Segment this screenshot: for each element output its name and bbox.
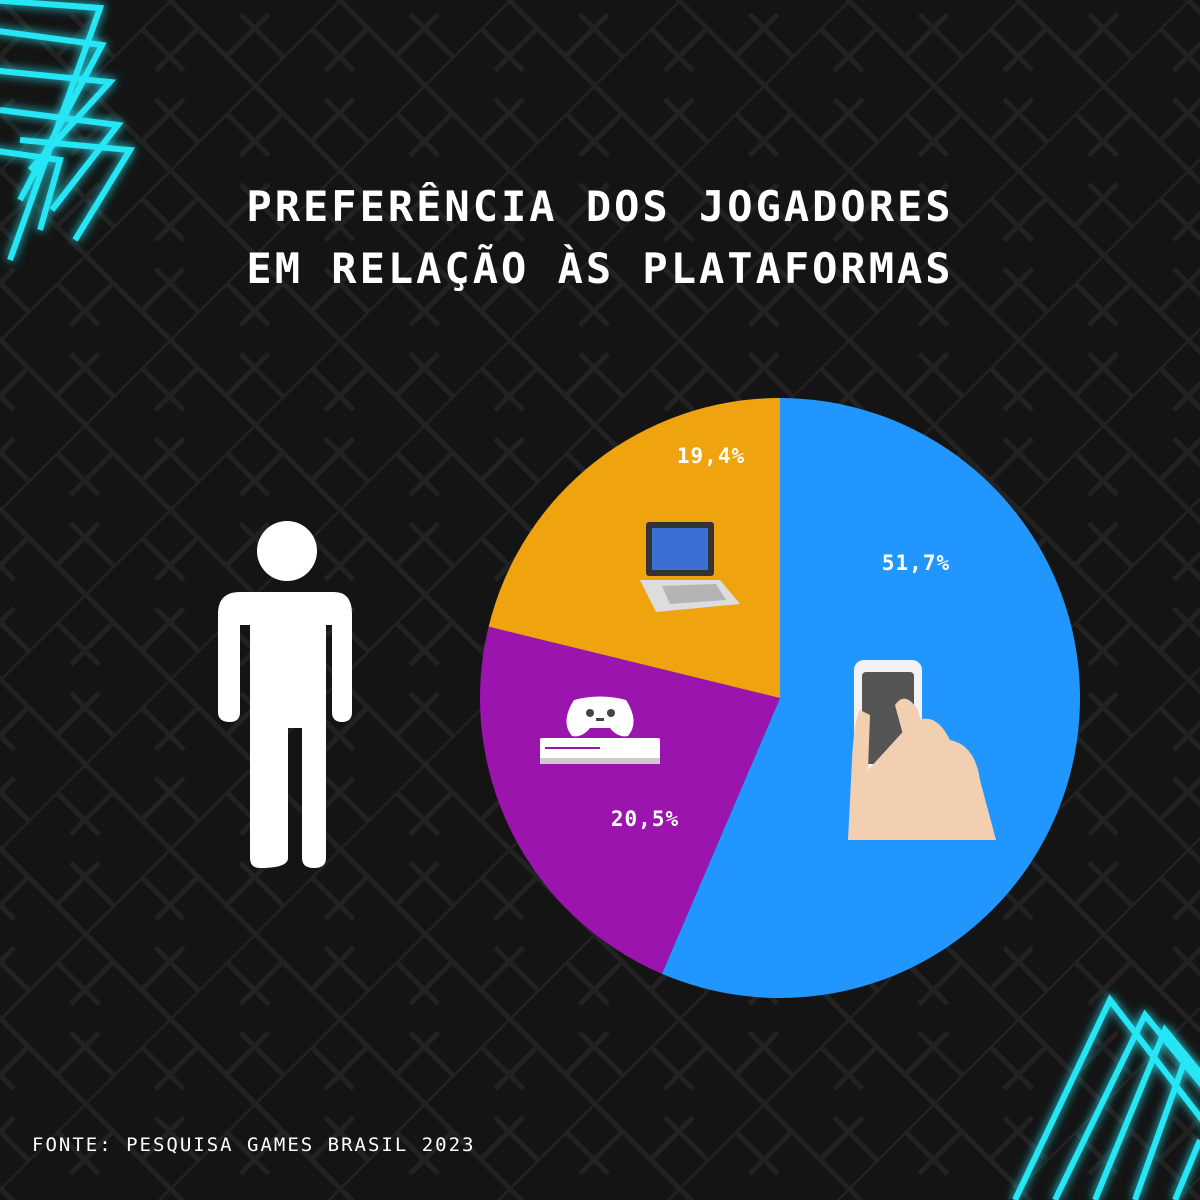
pie-slice-1 [480,626,780,974]
title-line-1: PREFERÊNCIA DOS JOGADORES [246,182,954,231]
slice-label-2: 19,4% [677,444,745,468]
neon-triangles-top-left [0,0,136,262]
source-note: FONTE: PESQUISA GAMES BRASIL 2023 [32,1134,476,1156]
game-console-icon [540,696,660,764]
person-icon [218,521,352,868]
slice-label-1: 20,5% [611,807,679,831]
laptop-icon [640,522,740,612]
pie-slice-2 [488,398,780,698]
title-line-2: EM RELAÇÃO ÀS PLATAFORMAS [246,244,954,293]
chart-title: PREFERÊNCIA DOS JOGADORES EM RELAÇÃO ÀS … [0,176,1200,300]
slice-label-0: 51,7% [882,551,950,575]
neon-triangles-bottom-right [1012,994,1200,1200]
smartphone-hand-icon [848,660,996,840]
pie-labels: 51,7% 20,5% 19,4% [611,444,950,831]
pie-slices [480,398,1080,998]
